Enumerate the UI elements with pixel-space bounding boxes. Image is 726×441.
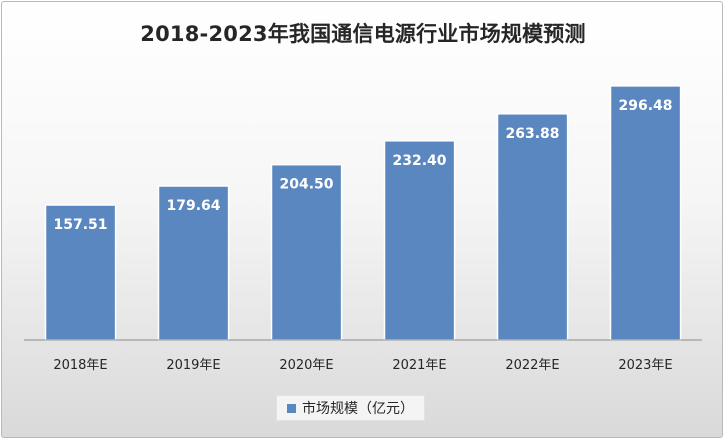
x-tick-label: 2018年E: [53, 358, 107, 373]
legend: 市场规模（亿元）: [276, 395, 425, 421]
legend-label: 市场规模（亿元）: [302, 401, 414, 417]
bar-2023年E: [609, 85, 682, 341]
bar-2018年E: [44, 204, 117, 341]
chart-title: 2018-2023年我国通信电源行业市场规模预测: [140, 22, 586, 46]
bar-2019年E: [157, 185, 230, 341]
data-label: 179.64: [166, 198, 220, 214]
bar-2022年E: [496, 113, 569, 341]
x-tick-label: 2020年E: [279, 358, 333, 373]
data-label: 232.40: [392, 153, 446, 169]
data-label: 204.50: [279, 177, 333, 193]
x-tick-label: 2021年E: [392, 358, 446, 373]
data-label: 296.48: [618, 98, 672, 114]
data-label: 157.51: [53, 217, 107, 233]
bar-2021年E: [383, 140, 456, 341]
x-tick-label: 2022年E: [505, 358, 559, 373]
x-tick-label: 2023年E: [618, 358, 672, 373]
data-label: 263.88: [505, 126, 559, 142]
x-tick-label: 2019年E: [166, 358, 220, 373]
legend-swatch: [287, 403, 296, 413]
